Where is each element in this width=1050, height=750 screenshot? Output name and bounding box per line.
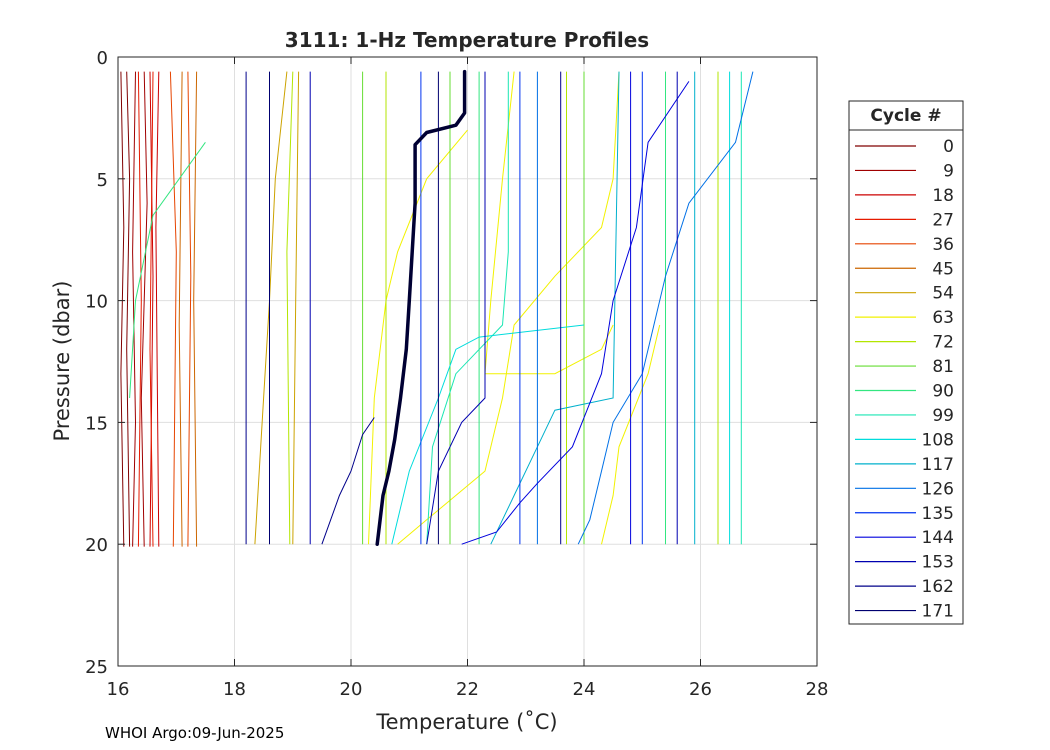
profile-line-34	[577, 71, 754, 545]
profile-line-45	[321, 417, 375, 545]
profile-line-4	[149, 71, 154, 547]
profile-line-14	[368, 129, 468, 545]
legend-label: 45	[932, 259, 954, 279]
y-tick-label: 25	[85, 657, 108, 678]
x-tick-label: 24	[573, 679, 596, 700]
profile-line-18	[286, 71, 294, 545]
profile-line-17	[601, 324, 661, 545]
footer-credit: WHOI Argo:09-Jun-2025	[105, 724, 285, 742]
legend-label: 54	[932, 284, 954, 304]
profile-line-6	[137, 71, 142, 547]
highlighted-profile-line	[375, 69, 467, 546]
y-tick-label: 5	[97, 170, 108, 191]
legend-label: 126	[922, 479, 954, 499]
legend-label: 63	[932, 308, 954, 328]
legend-label: 81	[932, 357, 954, 377]
profile-line-2	[132, 71, 137, 547]
profile-line-30	[391, 324, 585, 545]
profile-line-1	[126, 71, 131, 547]
profile-line-11	[178, 71, 183, 547]
profile-line-32	[490, 71, 620, 545]
chart-title: 3111: 1-Hz Temperature Profiles	[285, 28, 649, 52]
x-tick-label: 28	[806, 679, 829, 700]
y-tick-label: 20	[85, 535, 108, 556]
legend-label: 90	[932, 382, 954, 402]
profile-line-5	[155, 71, 160, 547]
legend: Cycle # 0 9 18 27 36 45 54 63 72 81 90 99 108 117 126 1…	[848, 100, 964, 625]
legend-label: 9	[943, 161, 954, 181]
profile-line-3	[140, 71, 148, 547]
x-tick-label: 26	[689, 679, 712, 700]
x-tick-label: 20	[340, 679, 363, 700]
profile-line-28	[426, 71, 509, 545]
legend-label: 27	[932, 210, 954, 230]
y-axis-label: Pressure (dbar)	[50, 281, 74, 442]
profile-line-16	[397, 71, 620, 545]
legend-label: 99	[932, 406, 954, 426]
x-tick-label: 18	[223, 679, 246, 700]
legend-label: 108	[922, 430, 954, 450]
legend-label: 162	[922, 577, 954, 597]
profile-line-7	[149, 71, 154, 547]
legend-label: 135	[922, 504, 954, 524]
profile-line-25	[129, 142, 206, 399]
profile-line-39	[461, 81, 690, 545]
legend-label: 72	[932, 333, 954, 353]
profile-line-42	[426, 71, 486, 545]
x-axis-label: Temperature (˚C)	[375, 710, 557, 734]
profile-line-8	[169, 71, 177, 547]
profile-line-13	[292, 71, 300, 545]
y-tick-label: 10	[85, 292, 108, 313]
legend-label: 18	[932, 186, 954, 206]
legend-label: 36	[932, 235, 954, 255]
y-tick-label: 0	[97, 48, 108, 69]
x-tick-label: 22	[456, 679, 479, 700]
legend-entries: 0 9 18 27 36 45 54 63 72 81 90 99 108 117 126 135 144 153…	[855, 137, 954, 622]
legend-label: 171	[922, 602, 954, 622]
legend-label: 144	[922, 528, 954, 548]
x-tick-label: 16	[107, 679, 130, 700]
legend-label: 153	[922, 553, 954, 573]
profile-line-10	[193, 71, 198, 547]
legend-title: Cycle #	[870, 106, 941, 126]
legend-label: 117	[922, 455, 954, 475]
axis-ticks: 16 18 20 22 24 26 28 0 5 10 15 20 25	[85, 48, 828, 700]
y-tick-label: 15	[85, 413, 108, 434]
legend-label: 0	[943, 137, 954, 157]
profile-line-9	[187, 71, 192, 547]
